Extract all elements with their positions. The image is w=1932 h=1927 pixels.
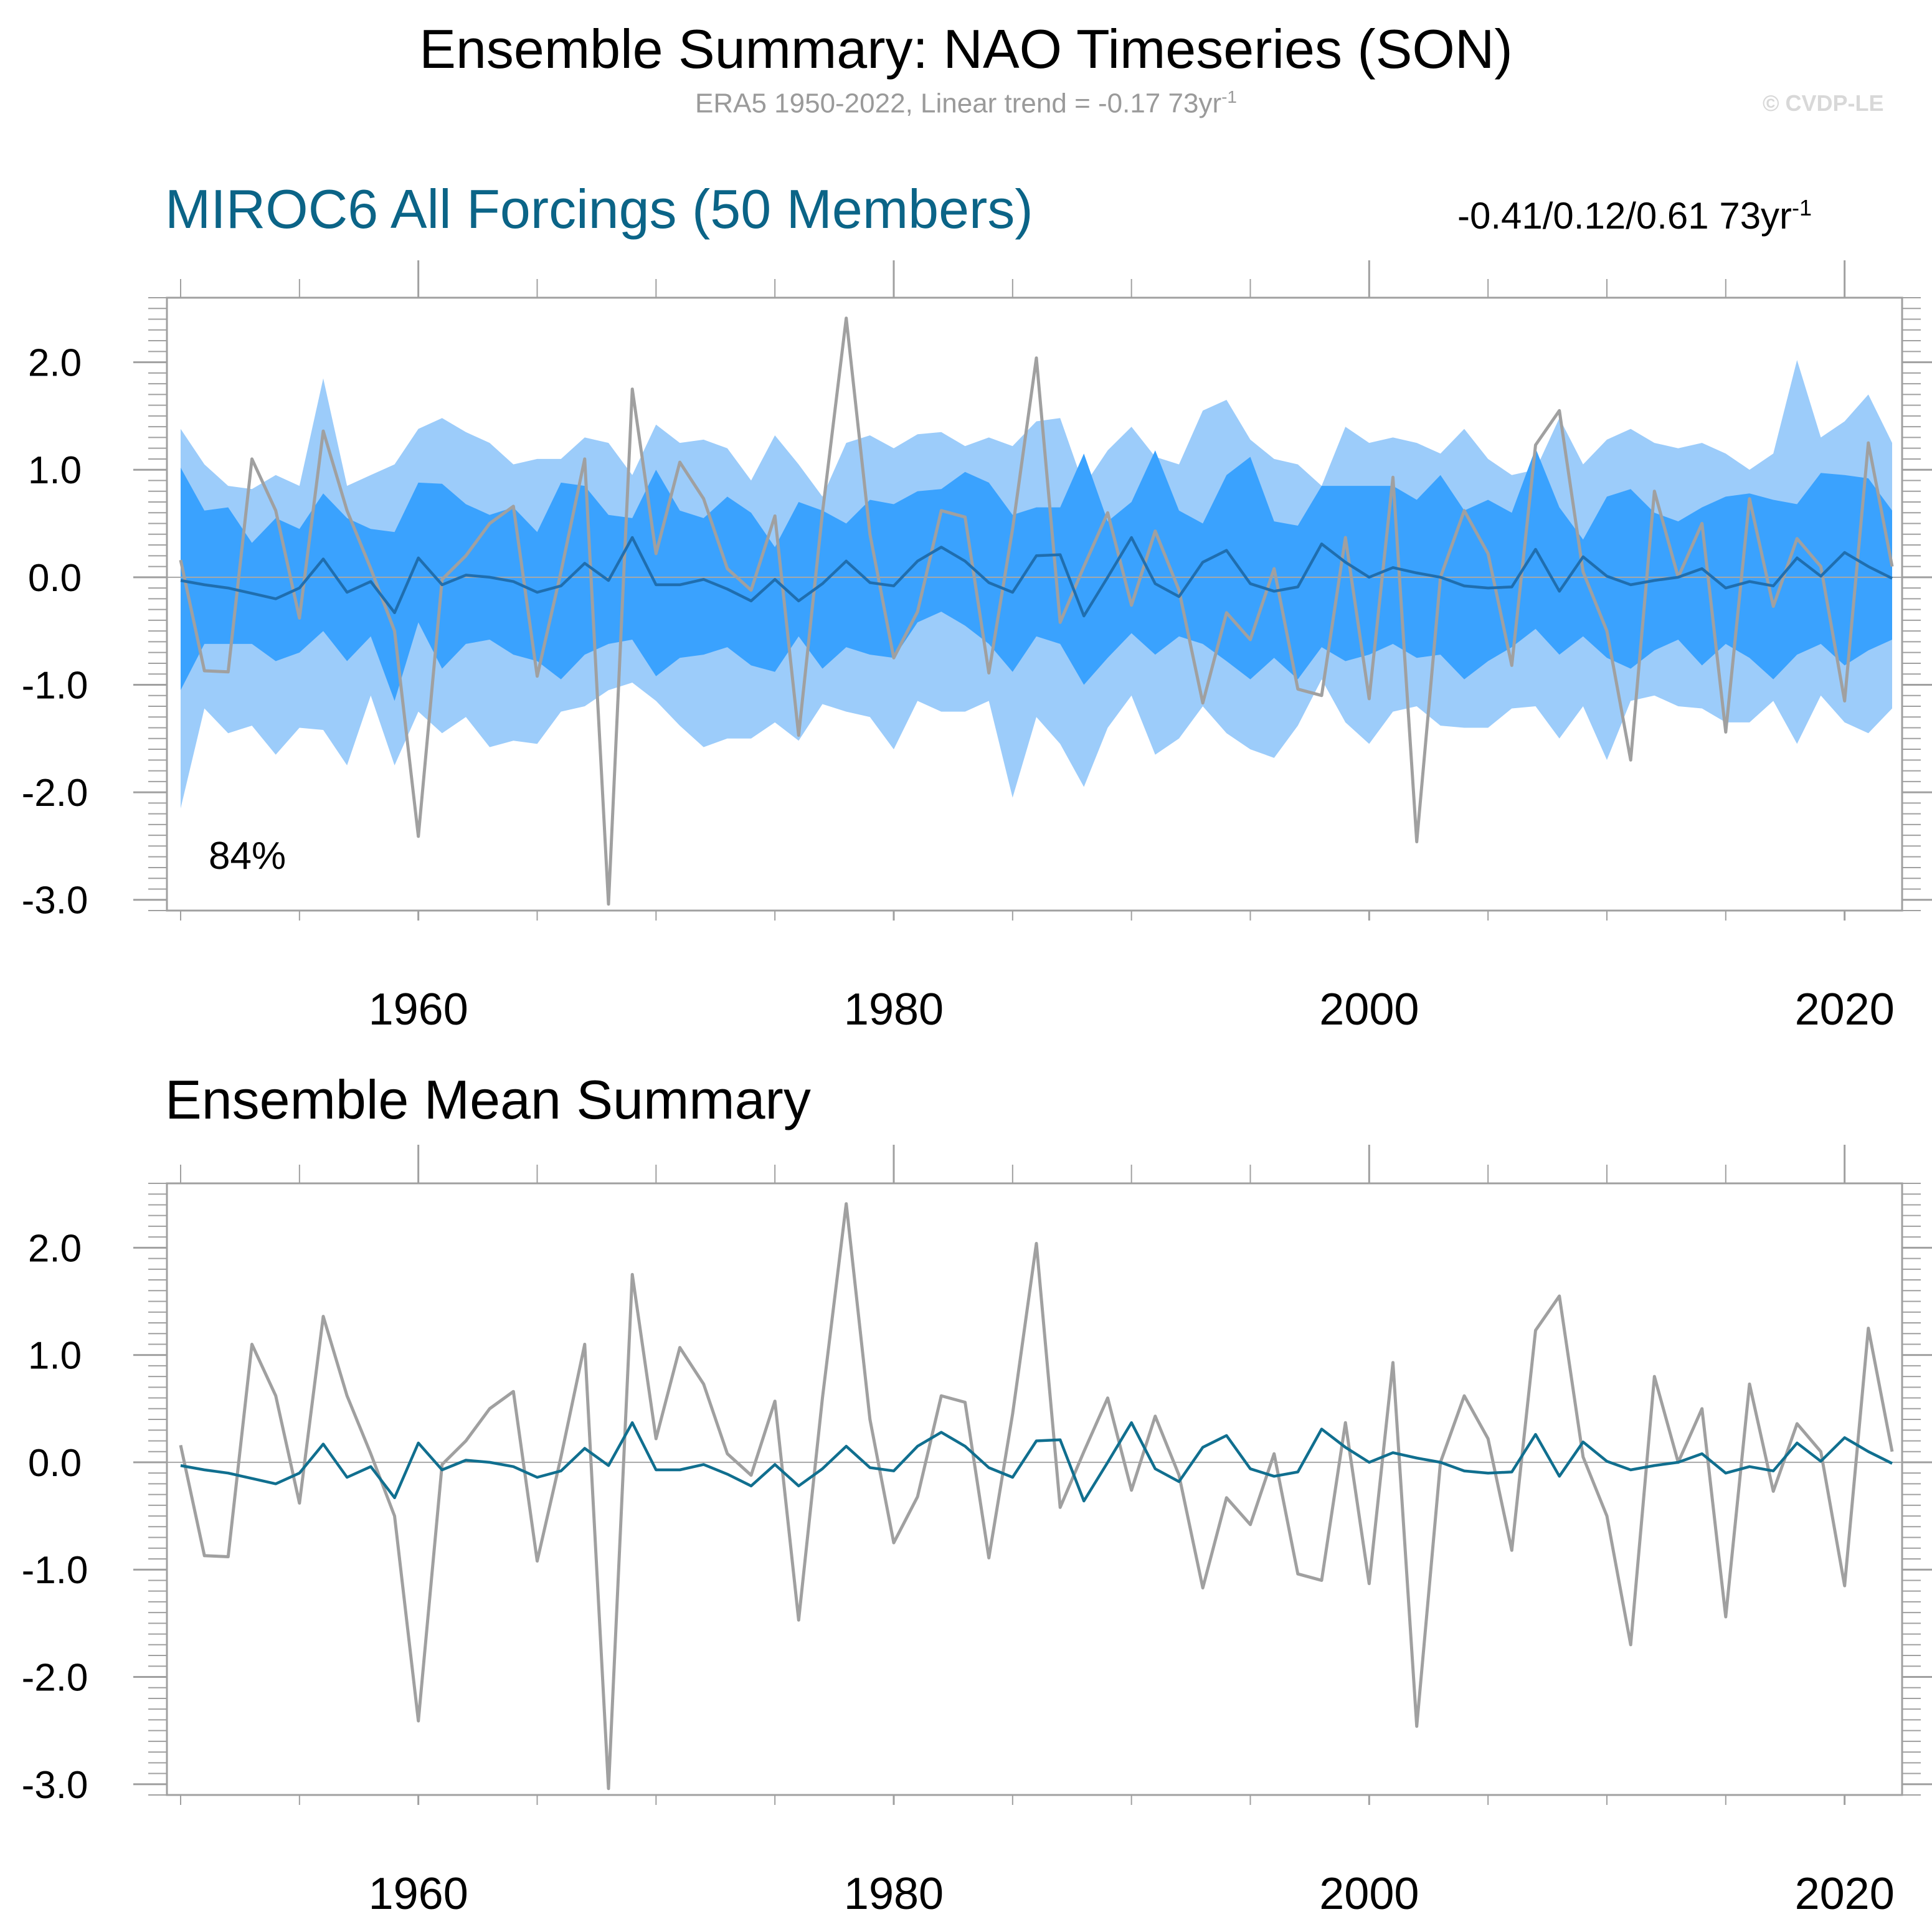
era5-line	[179, 1202, 1894, 1791]
y-tick-label: -3.0	[22, 1764, 88, 1807]
x-tick-label: 1960	[369, 1869, 468, 1919]
y-tick-label: -1.0	[22, 1549, 88, 1592]
y-tick-label: -1.0	[22, 664, 88, 707]
panel-2: 2.0 1.0 0.0 -1.0 -2.0 -3.0 1960 1980 2000 2020	[22, 1145, 1932, 1919]
trend-sup: -1	[1792, 195, 1812, 220]
y-tick-label: -3.0	[22, 879, 88, 922]
x-tick-label: 1980	[844, 1869, 944, 1919]
panel1-title: MIROC6 All Forcings (50 Members)	[165, 178, 1033, 240]
y-tick-label: 2.0	[28, 1227, 82, 1270]
y-tick-label: -2.0	[22, 1656, 88, 1699]
panel1-trend-label: -0.41/0.12/0.61 73yr-1	[1457, 194, 1812, 237]
x-tick-label: 2020	[1795, 985, 1895, 1035]
panel-1: 2.0 1.0 0.0 -1.0 -2.0 -3.0 1960 1980 2000 2020 84%	[22, 260, 1932, 1035]
ensemble-mean-line	[180, 1421, 1893, 1503]
x-tick-label: 2020	[1795, 1869, 1895, 1919]
x-tick-label: 2000	[1319, 985, 1419, 1035]
y-tick-label: 0.0	[28, 1442, 82, 1485]
figure-subtitle: ERA5 1950-2022, Linear trend = -0.17 73y…	[0, 87, 1932, 120]
y-tick-label: -2.0	[22, 772, 88, 815]
subtitle-sup: -1	[1221, 87, 1237, 107]
y-tick-label: 1.0	[28, 449, 82, 492]
y-tick-label: 1.0	[28, 1335, 82, 1378]
subtitle-text: ERA5 1950-2022, Linear trend = -0.17 73y…	[694, 88, 1222, 119]
x-tick-label: 1980	[844, 985, 944, 1035]
panel2-title: Ensemble Mean Summary	[165, 1069, 811, 1130]
era5-line	[179, 316, 1894, 906]
x-tick-label: 1960	[369, 985, 468, 1035]
x-tick-label: 2000	[1319, 1869, 1419, 1919]
copyright-label: © CVDP-LE	[1763, 90, 1884, 116]
trend-text: -0.41/0.12/0.61 73yr	[1457, 195, 1792, 237]
y-tick-label: 2.0	[28, 342, 82, 385]
plot-frame	[166, 1182, 1903, 1796]
plot-frame	[166, 296, 1903, 912]
ensemble-mean-line	[180, 536, 1893, 618]
y-tick-label: 0.0	[28, 557, 82, 600]
percent-annotation: 84%	[209, 835, 286, 878]
figure-title: Ensemble Summary: NAO Timeseries (SON)	[419, 18, 1513, 80]
